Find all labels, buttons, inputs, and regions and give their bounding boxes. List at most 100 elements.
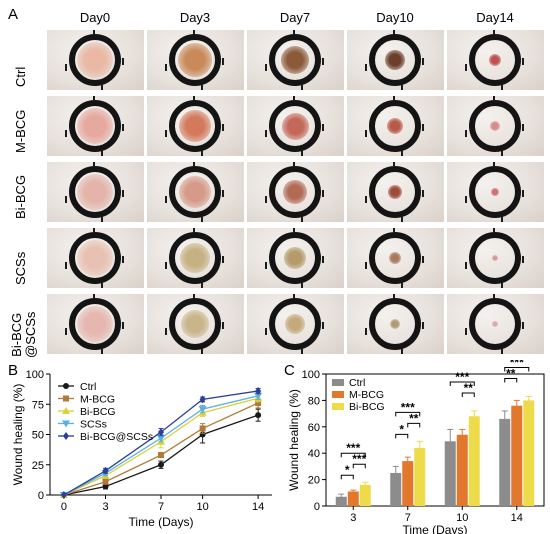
wound-area: [284, 247, 306, 269]
suture-mark: [401, 217, 403, 222]
suture-mark: [365, 64, 367, 71]
suture-mark: [165, 196, 167, 203]
suture-mark: [365, 130, 367, 137]
data-point: [199, 425, 206, 432]
wound-area: [180, 309, 210, 339]
splint-ring: [69, 166, 121, 218]
wound-photo: [47, 228, 144, 288]
data-point: [62, 407, 70, 414]
suture-mark: [165, 130, 167, 137]
data-point: [158, 461, 164, 468]
wound-area: [285, 314, 305, 334]
splint-ring: [269, 298, 321, 350]
significance-label: ***: [352, 452, 366, 466]
suture-mark: [322, 58, 324, 65]
y-tick-label: 40: [308, 448, 320, 460]
legend-label: Bi-BCG: [80, 406, 116, 418]
suture-mark: [265, 196, 267, 203]
wound-photo: [447, 294, 544, 354]
x-tick-label: 7: [405, 512, 411, 524]
suture-mark: [322, 322, 324, 329]
bar: [499, 418, 511, 506]
suture-mark: [201, 283, 203, 288]
wound-area: [387, 184, 403, 200]
splint-ring: [69, 34, 121, 86]
wound-area: [491, 188, 499, 196]
data-point: [62, 420, 70, 428]
suture-mark: [101, 349, 103, 354]
significance-bracket: [395, 411, 421, 417]
suture-mark: [522, 322, 524, 329]
wound-area: [177, 42, 213, 78]
data-point: [102, 483, 109, 490]
wound-area: [281, 112, 309, 140]
wound-area: [283, 180, 307, 204]
suture-mark: [193, 228, 195, 233]
splint-ring: [369, 34, 421, 86]
suture-mark: [193, 30, 195, 35]
plot-frame: [325, 373, 545, 507]
bar: [523, 400, 535, 506]
wound-area: [178, 175, 212, 209]
legend-label: Bi-BCG: [349, 401, 385, 413]
suture-mark: [93, 294, 95, 299]
suture-mark: [293, 30, 295, 35]
suture-mark: [501, 151, 503, 156]
x-tick-label: 7: [158, 501, 164, 513]
wound-photo: [147, 30, 244, 90]
suture-mark: [93, 96, 95, 101]
suture-mark: [422, 322, 424, 329]
splint-ring: [169, 298, 221, 350]
wound-area: [77, 174, 113, 210]
suture-mark: [493, 294, 495, 299]
suture-mark: [265, 130, 267, 137]
bar: [456, 434, 468, 506]
y-axis-title: Wound healing (%): [11, 384, 25, 486]
data-point: [102, 478, 109, 485]
suture-mark: [101, 217, 103, 222]
splint-ring: [169, 34, 221, 86]
suture-mark: [222, 322, 224, 329]
x-tick-label: 14: [252, 501, 264, 513]
data-point: [255, 386, 262, 395]
data-point: [255, 412, 262, 419]
group-row-label: Bi-BCG @SCSs: [9, 311, 38, 358]
suture-mark: [122, 124, 124, 131]
significance-bracket: [352, 463, 366, 469]
wound-photo: [147, 96, 244, 156]
bar: [511, 405, 523, 506]
splint-ring: [69, 100, 121, 152]
suture-mark: [365, 262, 367, 269]
wound-photo: [47, 30, 144, 90]
suture-mark: [401, 283, 403, 288]
suture-mark: [293, 96, 295, 101]
legend-label: Bi-BCG@SCSs: [80, 431, 153, 443]
splint-ring: [269, 100, 321, 152]
suture-mark: [522, 124, 524, 131]
suture-mark: [301, 217, 303, 222]
x-tick-label: 14: [511, 512, 523, 524]
suture-mark: [422, 58, 424, 65]
x-tick-label: 0: [61, 501, 67, 513]
wound-area: [179, 242, 211, 274]
suture-mark: [93, 162, 95, 167]
bar: [402, 461, 414, 506]
significance-bracket: [395, 433, 409, 439]
day-label: Day10: [376, 10, 414, 25]
suture-mark: [122, 58, 124, 65]
significance-bracket: [504, 377, 518, 383]
significance-bracket: [340, 474, 354, 480]
splint-ring: [369, 232, 421, 284]
wound-photo: [347, 30, 444, 90]
wound-photo: [347, 294, 444, 354]
data-point: [199, 395, 206, 404]
suture-mark: [501, 85, 503, 90]
wound-area: [386, 117, 404, 135]
suture-mark: [322, 256, 324, 263]
x-tick-label: 10: [197, 501, 209, 513]
wound-photo: [347, 228, 444, 288]
splint-ring: [369, 100, 421, 152]
splint-ring: [369, 298, 421, 350]
suture-mark: [393, 96, 395, 101]
suture-mark: [501, 217, 503, 222]
